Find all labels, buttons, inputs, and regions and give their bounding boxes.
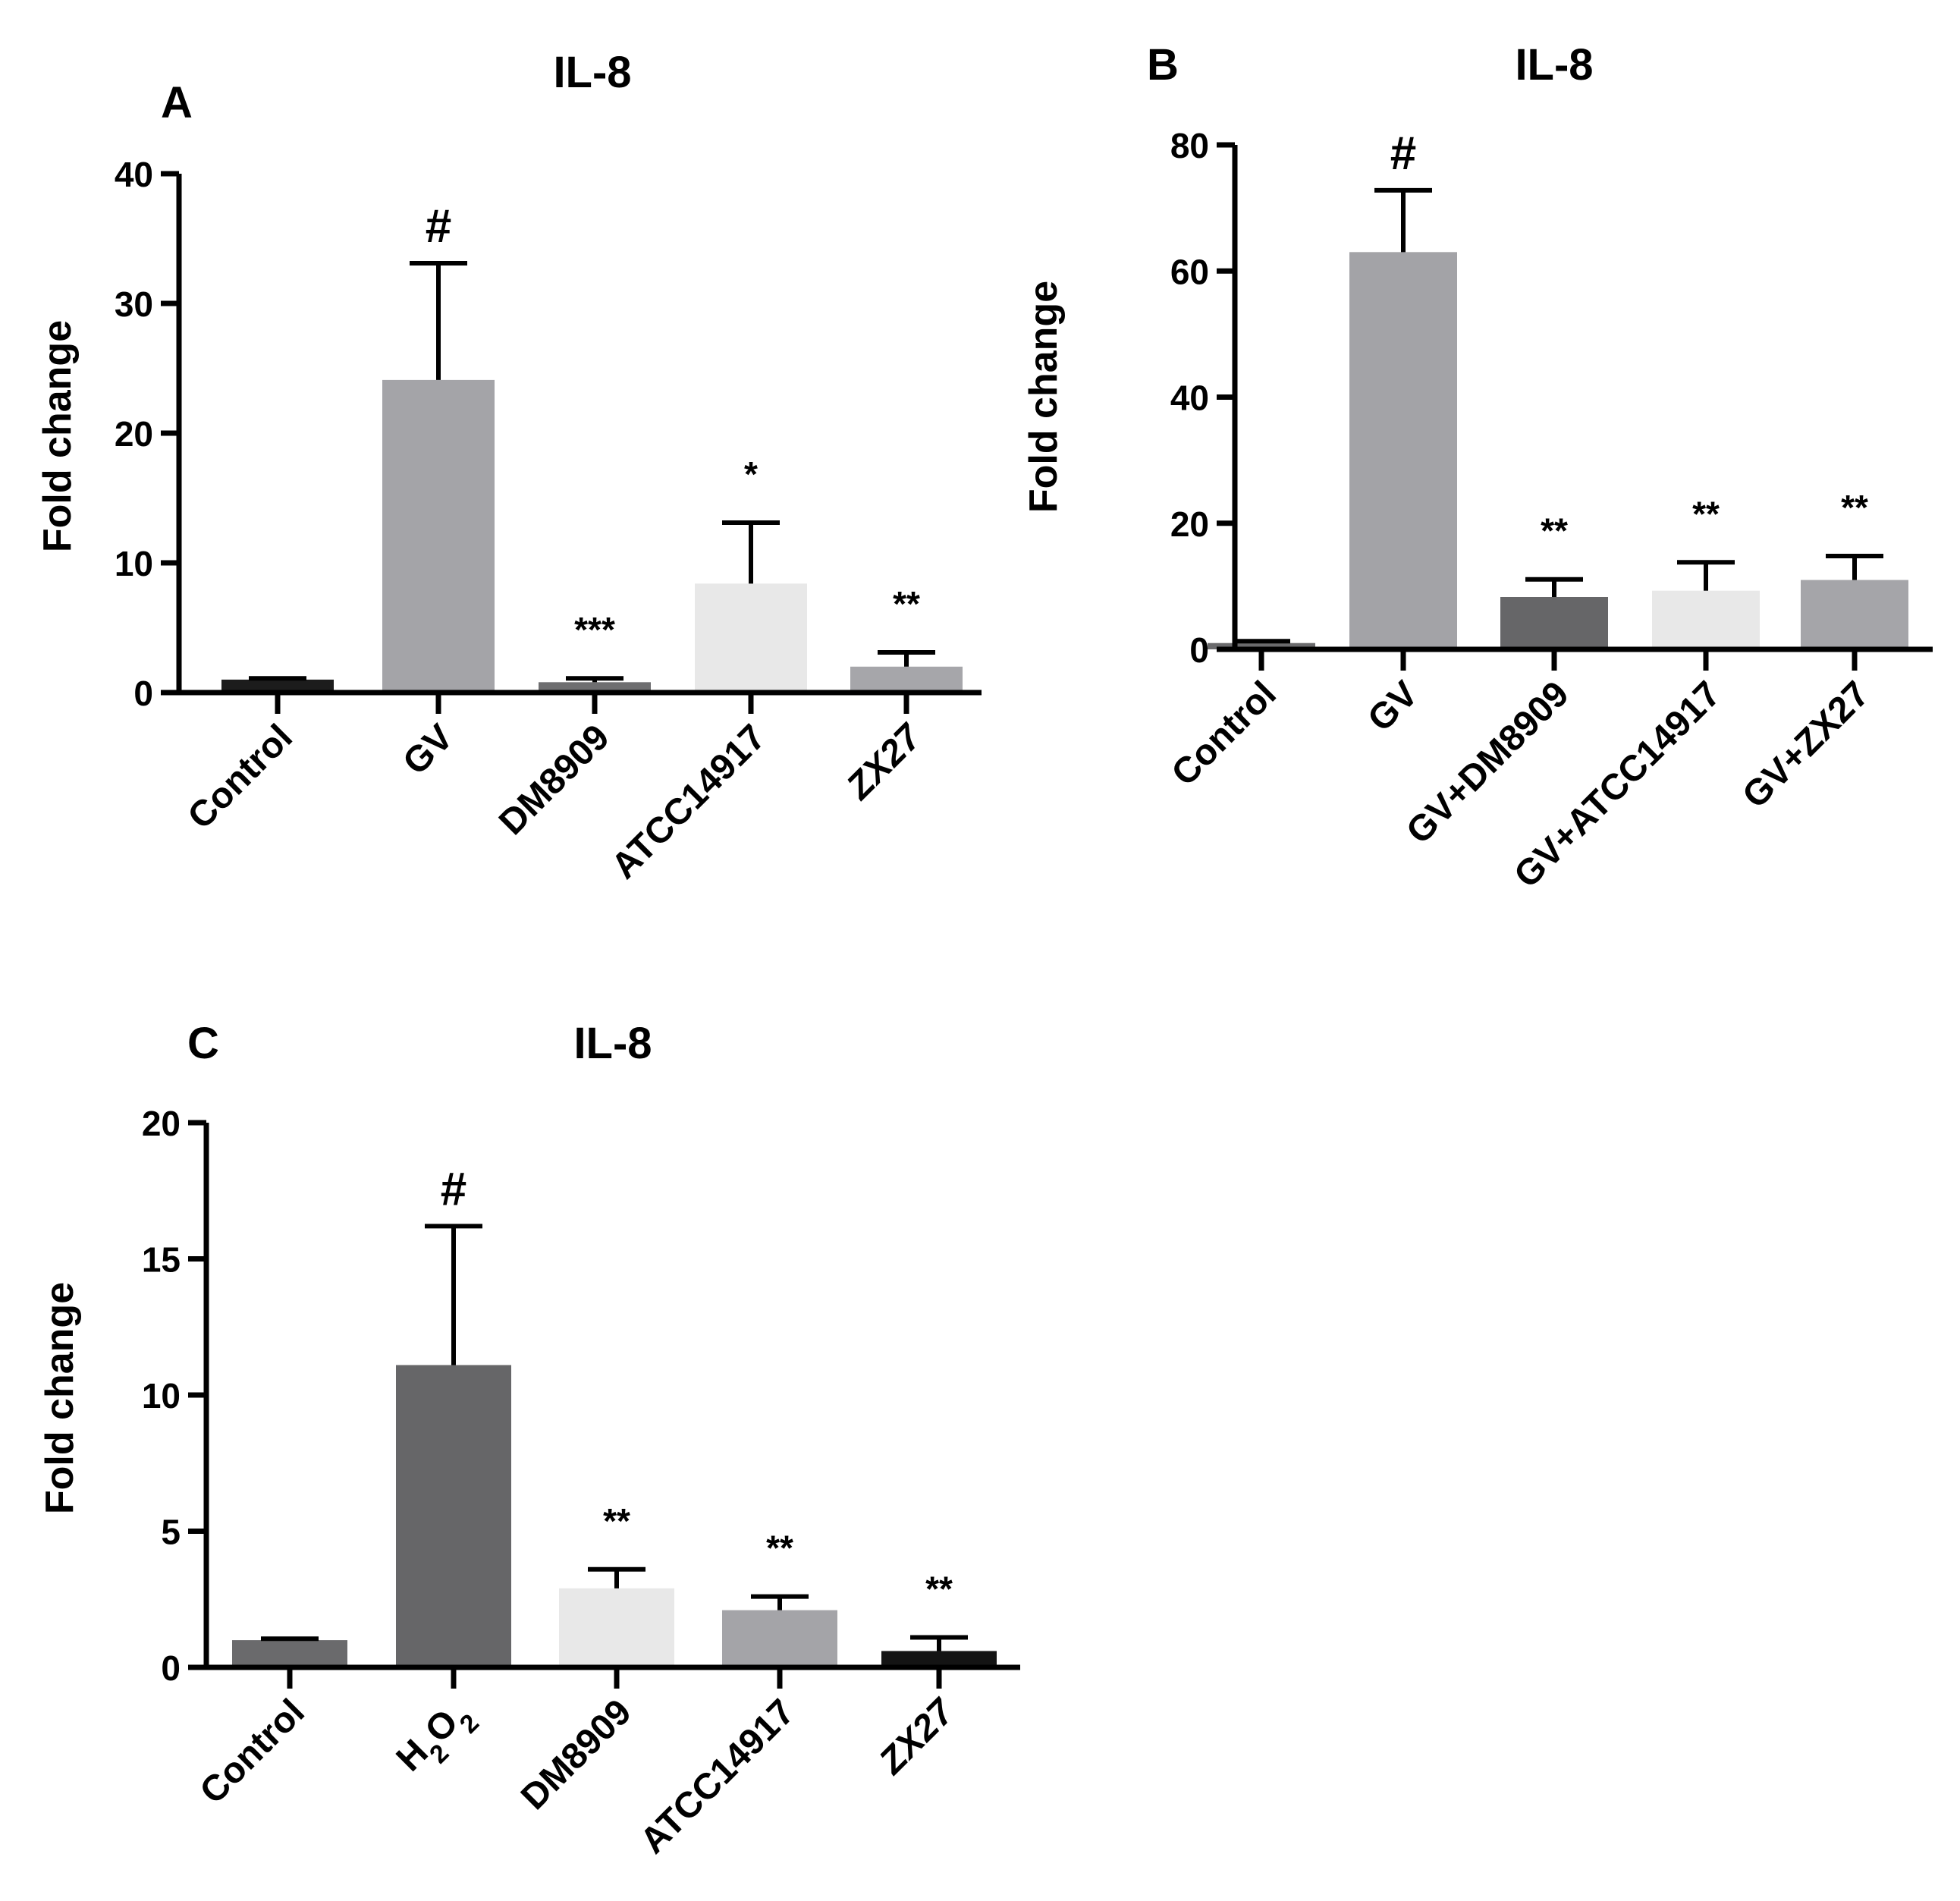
y-tick-label: 30 [115,284,153,324]
bar-3 [559,1588,674,1667]
y-tick-label: 20 [142,1104,181,1143]
bar-1 [1208,643,1315,649]
bar-1 [221,679,334,693]
bar-4 [695,583,807,693]
annotation-5: ** [1841,488,1868,527]
x-tick-label: GV+ZX27 [1735,674,1877,815]
annotation-3: ** [1541,511,1568,551]
chart-panel-c: C IL-8 Fold change # ** ** ** 0 5 10 15 20 Control H2… [38,1019,1020,1862]
annotation-4: ** [1692,494,1720,533]
bar-4 [1652,590,1760,649]
y-tick-label: 10 [142,1376,181,1416]
panel-letter: B [1147,40,1179,90]
y-tick-label: 10 [115,544,153,583]
chart-title: IL-8 [1515,40,1593,90]
x-tick-label: ZX27 [838,716,931,809]
x-tick-label: Control [181,717,300,837]
x-tick-label: ATCC14917 [633,1692,803,1862]
bar-1 [232,1640,347,1667]
x-tick-label: GV [1360,674,1426,740]
bar-2 [382,379,495,693]
x-tick-label: GV [395,717,461,783]
annotation-4: * [744,454,758,494]
y-tick-label: 40 [1170,379,1209,418]
y-axis-label: Fold change [1022,281,1066,513]
x-tick-label: Control [193,1692,313,1811]
bar-5 [881,1651,997,1667]
y-tick-label: 0 [133,674,153,713]
chart-title: IL-8 [553,48,631,97]
bar-2 [1349,252,1457,649]
x-tick-label: DM8909 [514,1692,639,1818]
bar-5 [850,666,963,693]
y-tick-label: 20 [115,414,153,454]
panel-letter: C [187,1019,219,1068]
annotation-5: ** [893,584,920,624]
bar-3 [1500,597,1608,649]
annotation-3: *** [574,610,615,649]
y-tick-label: 60 [1170,252,1209,291]
y-tick-label: 0 [161,1648,181,1688]
y-tick-label: 0 [1189,630,1209,670]
annotation-2: # [441,1163,466,1215]
bar-5 [1801,580,1908,649]
annotation-2: # [426,200,451,253]
x-tick-label: ATCC14917 [604,717,774,887]
y-axis-label: Fold change [38,1282,82,1514]
y-tick-label: 80 [1170,126,1209,165]
y-tick-label: 15 [142,1240,181,1280]
label-part: O [418,1702,466,1751]
y-tick-label: 40 [115,155,153,194]
annotation-2: # [1390,127,1416,180]
bar-2 [396,1365,511,1667]
chart-title: IL-8 [573,1019,652,1068]
label-part: H [389,1732,436,1779]
bar-4 [722,1610,837,1667]
y-tick-label: 5 [161,1513,181,1552]
annotation-3: ** [603,1501,630,1541]
annotation-4: ** [766,1529,793,1568]
chart-panel-b: B IL-8 Fold change # ** ** ** 0 20 40 60 80 Control G… [1022,40,1933,896]
y-tick-label: 20 [1170,504,1209,544]
x-tick-label: DM8909 [492,717,617,843]
x-tick-label: H2O2 [389,1692,485,1787]
annotation-5: ** [925,1570,953,1609]
x-tick-label: Control [1164,674,1284,793]
x-tick-label: ZX27 [871,1691,963,1783]
panel-letter: A [161,78,193,127]
y-axis-label: Fold change [36,320,80,552]
